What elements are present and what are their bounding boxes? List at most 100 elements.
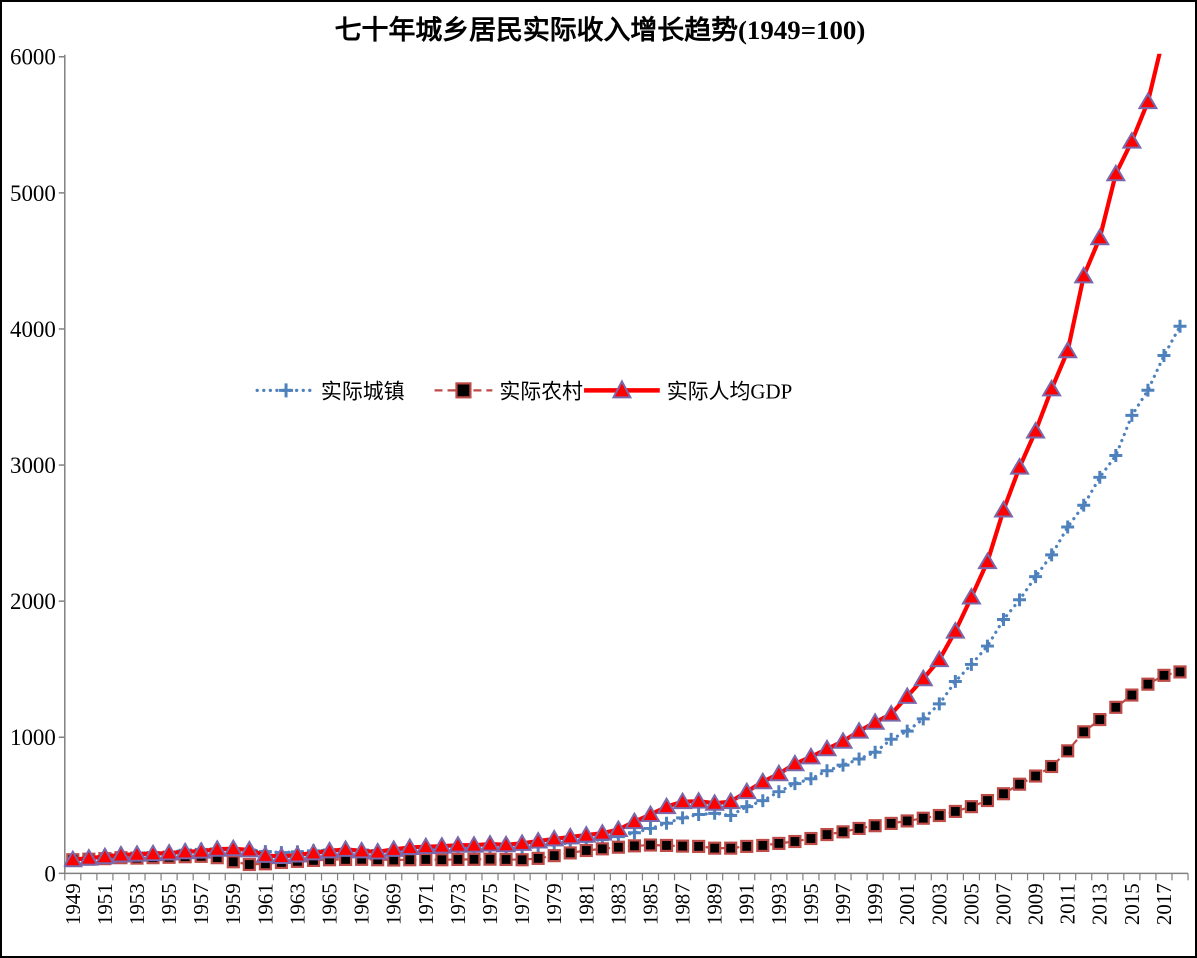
x-tick-label: 2017 (1152, 883, 1176, 925)
rural-marker (932, 808, 946, 823)
gdp-marker (1025, 421, 1046, 439)
series-layer (63, 53, 1187, 872)
x-tick-label: 1997 (831, 883, 855, 925)
rural-marker (627, 839, 642, 853)
y-tick-label: 0 (44, 861, 55, 886)
rural-marker (948, 804, 962, 818)
legend-swatch-urban-plus-icon (279, 383, 294, 398)
rural-marker (1077, 725, 1091, 739)
gdp-marker (576, 825, 597, 843)
rural-marker (980, 793, 995, 808)
rural-marker (1173, 665, 1187, 679)
urban-marker (980, 639, 994, 653)
y-tick-label: 5000 (10, 181, 56, 206)
urban-marker (692, 808, 706, 822)
rural-marker (740, 839, 754, 853)
gdp-marker (672, 791, 693, 810)
x-tick-label: 1949 (61, 883, 85, 925)
gdp-marker (640, 804, 661, 823)
legend-swatch-gdp-triangle-icon (611, 379, 633, 399)
urban-marker (932, 697, 946, 711)
rural-marker (659, 838, 674, 853)
rural-marker (692, 839, 706, 853)
x-tick-label: 2007 (991, 883, 1015, 925)
legend-swatch-rural-square-icon (455, 382, 472, 399)
x-tick-label: 2005 (959, 883, 983, 925)
x-tick-label: 1953 (125, 883, 149, 925)
x-tick-label: 1951 (93, 883, 117, 925)
rural-marker (916, 811, 930, 825)
urban-marker (820, 764, 834, 778)
rural-marker (1093, 712, 1107, 727)
urban-marker (997, 613, 1010, 627)
gdp-marker (832, 731, 854, 749)
rural-marker (675, 839, 690, 853)
chart-title: 七十年城乡居民实际收入增长趋势(1949=100) (335, 14, 866, 45)
urban-marker (804, 772, 818, 786)
axes-layer: 0 1000 2000 3000 4000 5000 6000 1949 1951 1953 195… (10, 45, 1189, 925)
gdp-marker (319, 840, 340, 859)
urban-marker (1173, 319, 1187, 333)
rural-marker (996, 787, 1011, 801)
urban-marker (964, 657, 978, 671)
legend-item-rural: 实际农村 (434, 379, 583, 403)
urban-marker (1077, 498, 1091, 512)
rural-marker (579, 843, 593, 858)
x-tick-label: 1967 (350, 883, 374, 925)
rural-marker (884, 816, 898, 830)
rural-marker (242, 857, 256, 872)
legend-label-urban: 实际城镇 (321, 379, 405, 403)
rural-marker (226, 855, 240, 869)
x-tick-label: 1959 (221, 883, 245, 925)
urban-marker (756, 794, 770, 808)
gdp-line (72, 53, 1162, 862)
gdp-marker (367, 842, 388, 860)
x-tick-label: 2001 (895, 883, 919, 925)
gdp-marker (720, 791, 741, 810)
gdp-marker (897, 686, 918, 704)
urban-marker (836, 758, 850, 772)
rural-marker (419, 852, 433, 867)
gdp-marker (543, 828, 565, 847)
rural-marker (964, 800, 978, 814)
gdp-marker (383, 839, 404, 857)
rural-marker (435, 853, 449, 867)
gdp-marker (816, 738, 838, 757)
urban-marker (1125, 408, 1139, 422)
y-tick-label: 6000 (10, 45, 56, 70)
x-tick-label: 1993 (767, 883, 791, 925)
x-tick-label: 1983 (606, 883, 630, 925)
urban-marker (724, 809, 738, 822)
urban-marker (916, 712, 930, 726)
gdp-marker (287, 845, 308, 863)
x-tick-label: 1955 (157, 883, 181, 925)
rural-marker (643, 838, 658, 852)
legend-label-gdp: 实际人均GDP (667, 379, 793, 403)
rural-series (66, 665, 1187, 872)
gdp-marker (158, 843, 180, 861)
gdp-marker (929, 649, 950, 668)
gdp-marker (303, 842, 324, 861)
rural-marker (1125, 688, 1139, 702)
x-tick-label: 2015 (1120, 883, 1144, 925)
rural-marker (788, 834, 802, 849)
x-tick-label: 1977 (510, 883, 534, 925)
gdp-marker (527, 831, 549, 849)
rural-marker (836, 825, 850, 839)
rural-marker (595, 842, 609, 856)
y-tick-label: 2000 (10, 589, 56, 614)
gdp-marker (880, 704, 902, 722)
gdp-marker (1073, 265, 1094, 284)
gdp-marker (415, 836, 437, 855)
rural-marker (467, 852, 481, 866)
gdp-marker (479, 834, 501, 852)
gdp-marker (223, 838, 244, 857)
gdp-marker (848, 721, 870, 739)
gdp-marker (704, 793, 725, 811)
x-tick-label: 1973 (446, 883, 470, 925)
gdp-marker (592, 823, 613, 841)
urban-marker (643, 821, 657, 835)
x-tick-label: 1957 (189, 883, 213, 925)
gdp-marker (110, 845, 132, 863)
